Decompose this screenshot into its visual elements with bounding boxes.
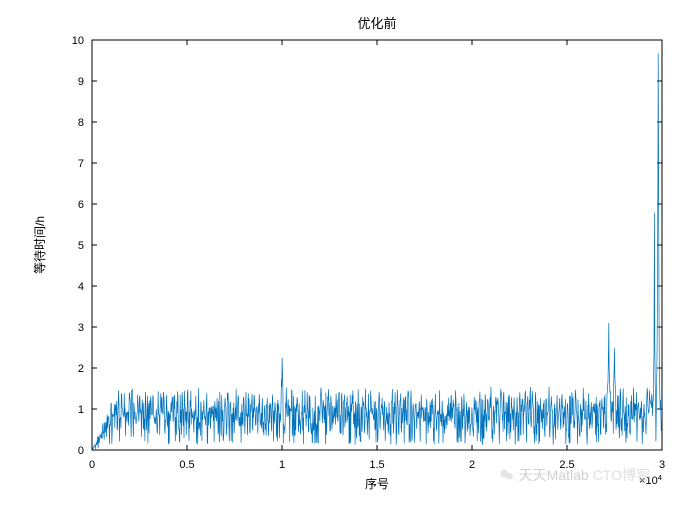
- svg-text:3: 3: [78, 322, 84, 334]
- wechat-icon: [499, 467, 515, 483]
- svg-text:1: 1: [279, 459, 285, 471]
- svg-text:6: 6: [78, 199, 84, 211]
- svg-text:2: 2: [78, 363, 84, 375]
- svg-text:1.5: 1.5: [369, 459, 384, 471]
- svg-text:优化前: 优化前: [357, 16, 396, 31]
- svg-text:1: 1: [78, 404, 84, 416]
- line-chart: 01234567891000.511.522.53优化前等待时间/h序号×104: [0, 0, 700, 525]
- watermark: 天天Matlab CTO博客: [499, 465, 650, 485]
- svg-text:10: 10: [72, 35, 84, 47]
- svg-text:0: 0: [89, 459, 95, 471]
- svg-text:8: 8: [78, 117, 84, 129]
- svg-text:0.5: 0.5: [179, 459, 194, 471]
- svg-text:5: 5: [78, 240, 84, 252]
- svg-text:2: 2: [469, 459, 475, 471]
- svg-text:9: 9: [78, 76, 84, 88]
- svg-text:等待时间/h: 等待时间/h: [33, 216, 47, 274]
- chart-container: 01234567891000.511.522.53优化前等待时间/h序号×104…: [0, 0, 700, 525]
- svg-text:3: 3: [659, 459, 665, 471]
- svg-text:7: 7: [78, 158, 84, 170]
- watermark-sub: CTO博客: [593, 465, 650, 485]
- svg-text:4: 4: [78, 281, 84, 293]
- svg-text:0: 0: [78, 445, 84, 457]
- svg-text:序号: 序号: [365, 476, 389, 491]
- watermark-text: 天天Matlab: [519, 465, 589, 485]
